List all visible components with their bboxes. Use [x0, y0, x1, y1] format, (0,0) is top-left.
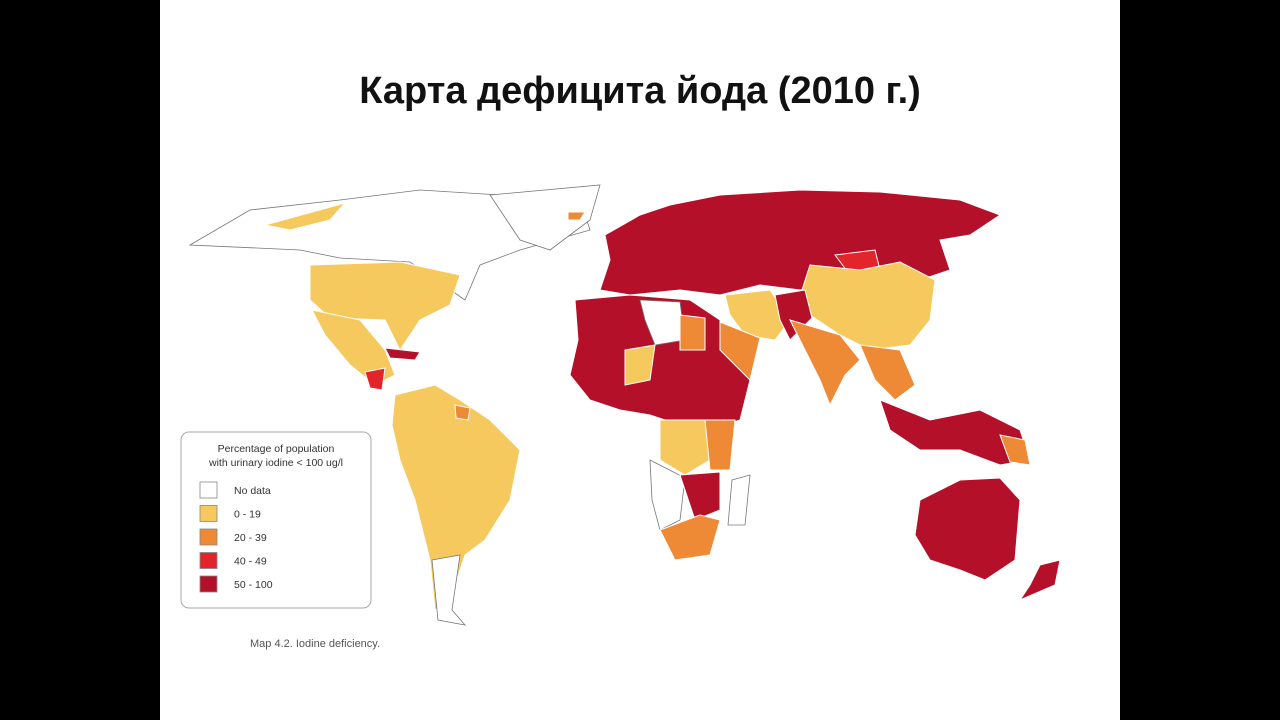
region	[727, 474, 751, 526]
region	[454, 404, 471, 421]
slide: Карта дефицита йода (2010 г.)	[160, 0, 1120, 720]
region	[489, 184, 601, 251]
region	[624, 344, 656, 386]
legend-label: 0 - 19	[234, 509, 261, 521]
region	[679, 314, 706, 351]
legend-title: with urinary iodine < 100 ug/l	[208, 457, 343, 469]
region	[567, 211, 586, 221]
world-map	[188, 184, 1061, 626]
legend-swatch	[199, 481, 218, 499]
legend: Percentage of population with urinary io…	[180, 431, 380, 650]
legend-swatch	[199, 528, 218, 546]
region	[311, 309, 396, 386]
legend-swatch	[199, 505, 218, 522]
region	[679, 471, 721, 521]
region	[914, 477, 1021, 581]
region	[999, 434, 1031, 466]
legend-box	[180, 431, 372, 609]
region	[659, 419, 711, 476]
legend-items: No data 0 - 19 20 - 39 40 - 49 50 - 100	[199, 481, 273, 593]
legend-title: Percentage of population	[218, 443, 335, 455]
region	[264, 202, 347, 231]
region	[704, 419, 736, 471]
region	[384, 347, 421, 361]
caption: Map 4.2. Iodine deficiency.	[250, 638, 380, 650]
legend-label: 50 - 100	[234, 579, 273, 591]
region	[391, 384, 521, 611]
legend-label: No data	[234, 485, 271, 497]
region	[1018, 559, 1061, 602]
region	[659, 514, 721, 561]
region	[431, 554, 467, 626]
region	[724, 289, 791, 341]
region	[789, 319, 861, 407]
slide-title: Карта дефицита йода (2010 г.)	[359, 70, 921, 112]
region	[639, 299, 686, 346]
legend-label: 20 - 39	[234, 532, 267, 544]
legend-swatch	[199, 552, 218, 569]
legend-label: 40 - 49	[234, 556, 267, 568]
region	[309, 261, 461, 351]
region	[364, 367, 386, 391]
legend-swatch	[199, 575, 218, 593]
region	[859, 344, 916, 401]
region	[649, 459, 686, 531]
